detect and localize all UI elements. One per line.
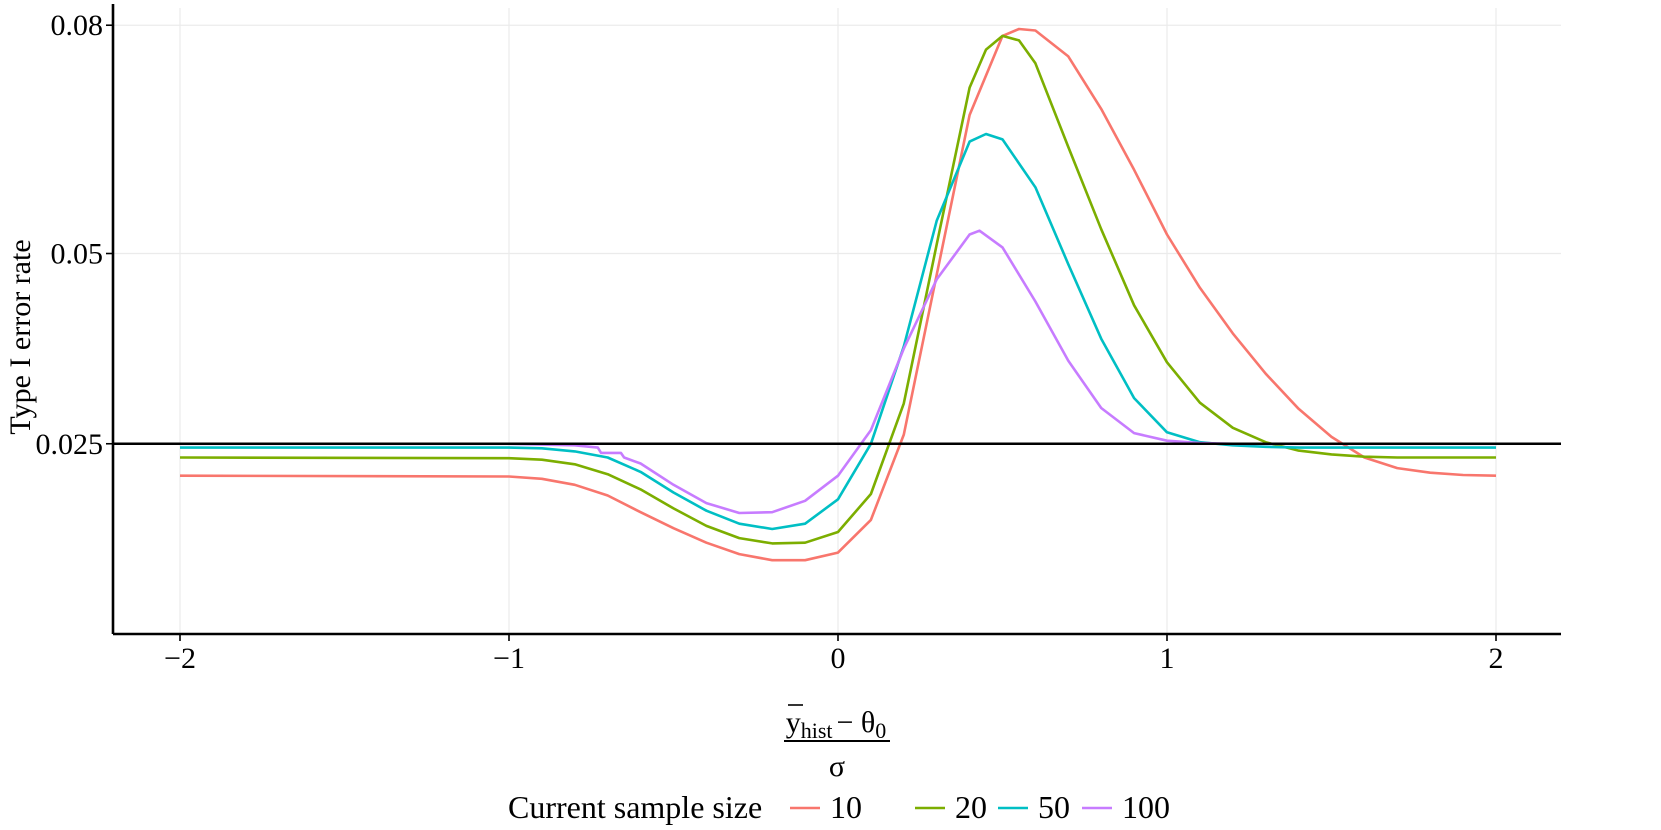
- legend-label-10: 10: [830, 789, 862, 825]
- y-tick-label: 0.025: [36, 428, 104, 461]
- series-line-20: [179, 34, 1496, 545]
- axis-layer: −2 −1 0 1 2 0.025 0.05 0.08: [36, 4, 1561, 675]
- x-tick-label: 0: [831, 642, 846, 675]
- legend-label-20: 20: [955, 789, 987, 825]
- y-axis-title: Type I error rate: [4, 239, 37, 434]
- x-tick-label: 2: [1489, 642, 1504, 675]
- x-axis-title: yhist − θ0 σ: [784, 704, 890, 783]
- series-line-50: [180, 132, 1496, 531]
- x-title-minus-theta: − θ: [837, 706, 876, 739]
- legend-label-50: 50: [1038, 789, 1070, 825]
- y-tick-label: 0.08: [51, 9, 104, 42]
- x-tick-label: −1: [493, 642, 525, 675]
- x-tick-label: 1: [1160, 642, 1175, 675]
- x-title-hist-subscript: hist: [801, 718, 833, 743]
- legend-title: Current sample size: [508, 789, 762, 825]
- y-tick-label: 0.05: [51, 238, 104, 271]
- x-title-numerator: yhist − θ0: [786, 706, 887, 743]
- legend-label-100: 100: [1122, 789, 1170, 825]
- x-title-denominator: σ: [829, 750, 845, 783]
- x-tick-label: −2: [164, 642, 196, 675]
- x-title-y-symbol: y: [786, 706, 801, 739]
- x-title-zero-subscript: 0: [875, 718, 886, 743]
- legend: Current sample size 10 20 50 100: [508, 789, 1170, 825]
- grid-layer: [113, 8, 1561, 634]
